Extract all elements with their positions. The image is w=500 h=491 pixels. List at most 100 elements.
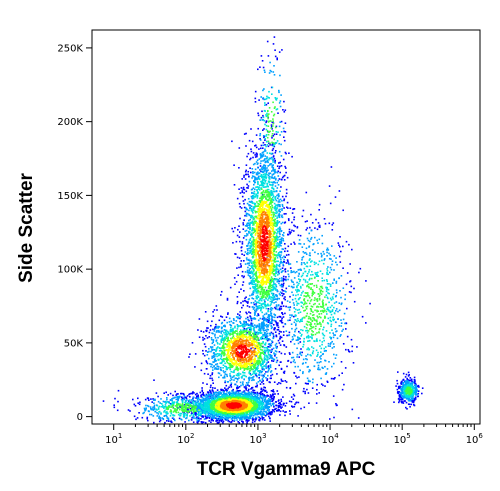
data-point bbox=[291, 155, 293, 158]
data-point bbox=[276, 194, 278, 197]
data-point bbox=[152, 399, 155, 401]
data-point bbox=[272, 316, 274, 318]
data-point bbox=[244, 418, 247, 420]
data-point bbox=[269, 322, 271, 325]
data-point bbox=[146, 417, 148, 420]
data-point bbox=[332, 377, 335, 380]
data-point bbox=[317, 364, 320, 367]
data-point bbox=[285, 213, 287, 215]
data-point bbox=[242, 223, 245, 226]
data-point bbox=[275, 133, 278, 135]
data-point bbox=[213, 393, 215, 395]
data-point bbox=[262, 97, 265, 99]
data-point bbox=[222, 414, 224, 417]
data-point bbox=[278, 332, 280, 335]
data-point bbox=[137, 397, 139, 400]
data-point bbox=[245, 212, 248, 215]
data-point bbox=[171, 398, 173, 400]
data-point bbox=[252, 206, 255, 208]
data-point bbox=[206, 351, 209, 353]
data-point bbox=[281, 221, 284, 224]
data-point bbox=[244, 325, 246, 327]
data-point bbox=[334, 334, 336, 336]
data-point bbox=[259, 162, 262, 165]
data-point bbox=[223, 413, 226, 415]
data-point bbox=[253, 324, 256, 326]
data-point bbox=[215, 420, 217, 422]
data-point bbox=[222, 367, 224, 369]
data-point bbox=[260, 309, 262, 311]
data-point bbox=[181, 396, 183, 398]
data-point bbox=[262, 173, 265, 176]
data-point bbox=[243, 275, 245, 278]
data-point bbox=[296, 302, 299, 305]
data-point bbox=[252, 275, 254, 277]
data-point bbox=[290, 400, 293, 403]
data-point bbox=[271, 121, 274, 124]
data-point bbox=[229, 329, 232, 331]
data-point bbox=[260, 96, 262, 98]
data-point bbox=[205, 361, 208, 363]
data-point bbox=[191, 392, 194, 395]
data-point bbox=[317, 368, 320, 371]
data-point bbox=[258, 403, 260, 406]
data-point bbox=[258, 175, 260, 178]
data-point bbox=[204, 395, 206, 397]
data-point bbox=[185, 396, 187, 399]
data-point bbox=[245, 417, 248, 419]
data-point bbox=[307, 239, 310, 242]
data-point bbox=[284, 131, 287, 133]
data-point bbox=[211, 372, 214, 374]
data-point bbox=[212, 412, 214, 414]
data-point bbox=[244, 395, 246, 397]
data-point bbox=[201, 407, 203, 409]
data-point bbox=[174, 396, 176, 399]
data-point bbox=[211, 355, 213, 358]
data-point bbox=[210, 421, 212, 423]
data-point bbox=[398, 398, 400, 400]
data-point bbox=[191, 401, 194, 403]
data-point bbox=[201, 387, 203, 389]
data-point bbox=[197, 402, 200, 405]
data-point bbox=[270, 307, 272, 309]
data-point bbox=[233, 371, 235, 374]
data-point bbox=[327, 273, 329, 276]
data-point bbox=[210, 391, 212, 394]
data-point bbox=[241, 191, 244, 194]
data-point bbox=[212, 419, 214, 422]
data-point bbox=[257, 392, 259, 395]
data-point bbox=[213, 411, 216, 413]
data-point bbox=[260, 299, 263, 302]
data-point bbox=[284, 296, 286, 298]
data-point bbox=[295, 339, 298, 341]
data-point bbox=[211, 346, 214, 348]
data-point bbox=[302, 251, 305, 253]
data-point bbox=[252, 376, 254, 379]
data-point bbox=[341, 388, 344, 391]
data-point bbox=[217, 412, 220, 414]
data-point bbox=[216, 422, 219, 424]
data-point bbox=[329, 311, 332, 314]
data-point bbox=[300, 275, 303, 278]
data-point bbox=[255, 325, 257, 327]
data-point bbox=[247, 152, 250, 155]
data-point bbox=[194, 366, 196, 368]
data-point bbox=[257, 192, 259, 195]
data-point bbox=[200, 413, 202, 416]
data-point bbox=[221, 316, 224, 318]
data-point bbox=[269, 163, 271, 165]
data-point bbox=[242, 325, 244, 327]
data-point bbox=[280, 352, 283, 355]
data-point bbox=[274, 205, 277, 208]
data-point bbox=[340, 361, 343, 363]
data-point bbox=[279, 171, 281, 174]
data-point bbox=[249, 271, 251, 273]
data-point bbox=[211, 377, 213, 380]
data-point bbox=[301, 333, 303, 336]
data-point bbox=[167, 412, 169, 415]
data-point bbox=[218, 376, 220, 379]
data-point bbox=[239, 395, 242, 398]
data-point bbox=[257, 68, 259, 71]
data-point bbox=[253, 175, 255, 178]
data-point bbox=[250, 200, 253, 203]
